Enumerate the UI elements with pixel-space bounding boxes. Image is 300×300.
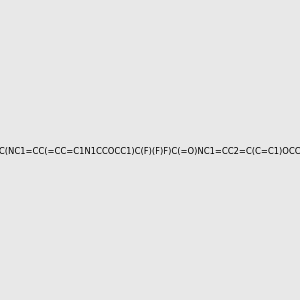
Text: CC(NC1=CC(=CC=C1N1CCOCC1)C(F)(F)F)C(=O)NC1=CC2=C(C=C1)OCCO2: CC(NC1=CC(=CC=C1N1CCOCC1)C(F)(F)F)C(=O)N… xyxy=(0,147,300,156)
